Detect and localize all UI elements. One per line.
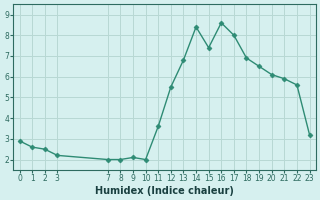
X-axis label: Humidex (Indice chaleur): Humidex (Indice chaleur) (95, 186, 234, 196)
